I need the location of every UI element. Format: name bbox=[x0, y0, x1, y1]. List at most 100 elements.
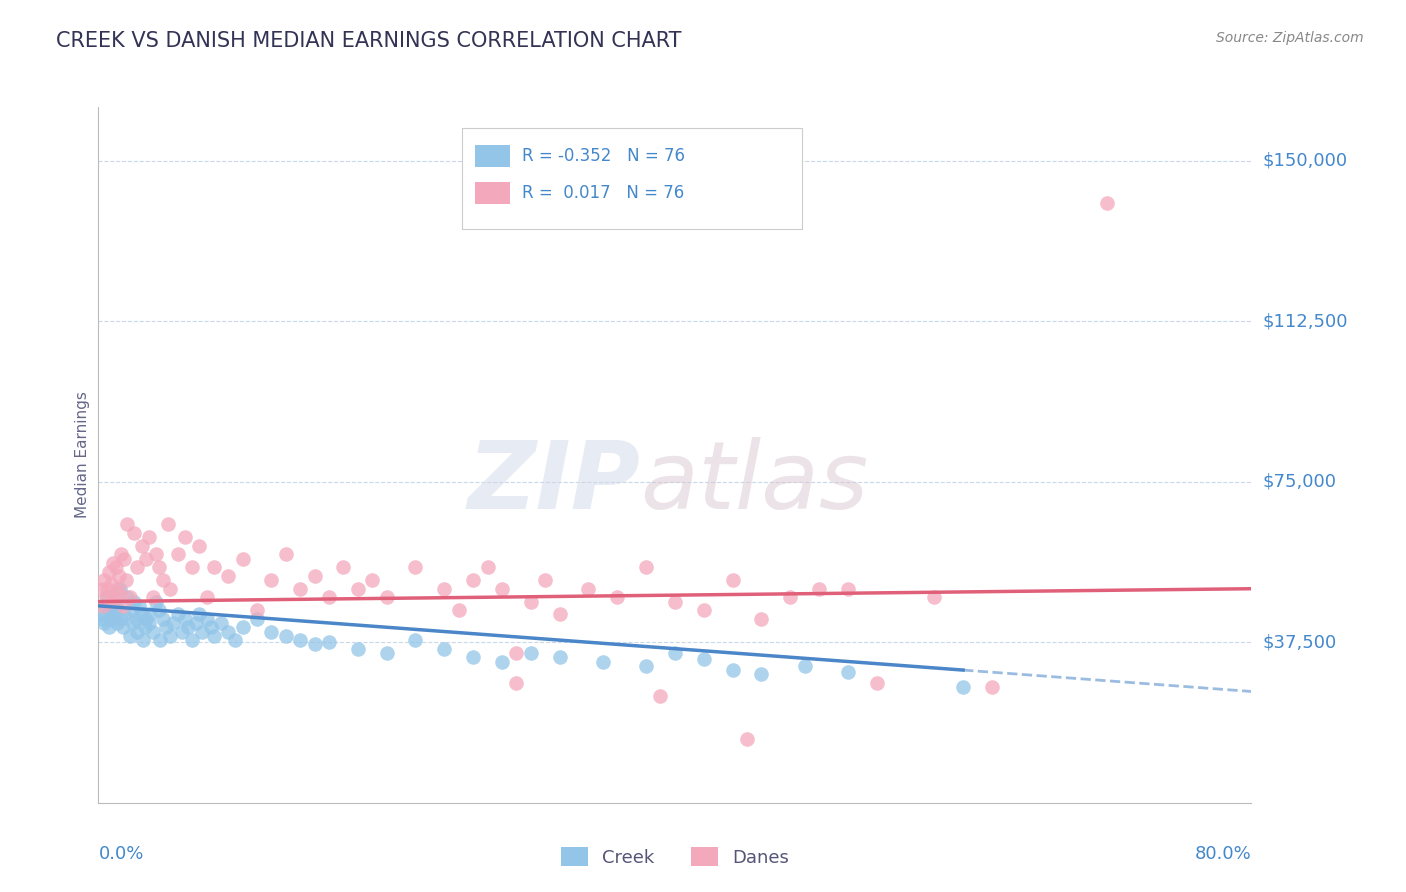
Point bbox=[520, 646, 543, 660]
Point bbox=[202, 629, 225, 643]
Point bbox=[122, 615, 145, 630]
Point bbox=[93, 615, 115, 630]
Point bbox=[142, 591, 165, 605]
Point bbox=[105, 615, 128, 630]
FancyBboxPatch shape bbox=[461, 128, 801, 229]
Text: atlas: atlas bbox=[640, 437, 869, 528]
Bar bbox=[475, 182, 510, 204]
Point bbox=[142, 624, 165, 639]
Point bbox=[433, 582, 456, 596]
Point bbox=[156, 517, 179, 532]
Point bbox=[155, 620, 177, 634]
Point bbox=[148, 603, 170, 617]
Point bbox=[152, 612, 174, 626]
Point bbox=[94, 599, 117, 613]
Point bbox=[112, 551, 135, 566]
Point bbox=[318, 591, 340, 605]
Point bbox=[124, 526, 146, 541]
Point bbox=[217, 624, 239, 639]
Point bbox=[202, 560, 225, 574]
Point bbox=[433, 641, 456, 656]
Point bbox=[636, 658, 658, 673]
Point bbox=[132, 633, 155, 648]
Point bbox=[188, 607, 211, 622]
Point bbox=[148, 560, 170, 574]
Point bbox=[505, 676, 527, 690]
Point bbox=[807, 582, 830, 596]
Point bbox=[491, 582, 513, 596]
Point bbox=[534, 573, 557, 587]
Point bbox=[491, 655, 513, 669]
Text: 80.0%: 80.0% bbox=[1195, 845, 1251, 863]
Point bbox=[290, 582, 312, 596]
Point bbox=[981, 680, 1004, 694]
Point bbox=[110, 612, 132, 626]
Point bbox=[721, 663, 744, 677]
Point bbox=[751, 667, 773, 681]
Point bbox=[260, 624, 283, 639]
Point bbox=[91, 612, 114, 626]
Point bbox=[138, 530, 160, 544]
Point bbox=[200, 620, 222, 634]
Point bbox=[346, 641, 368, 656]
Point bbox=[181, 560, 204, 574]
Point bbox=[260, 573, 283, 587]
Point bbox=[100, 577, 122, 591]
Point bbox=[101, 556, 124, 570]
Point bbox=[332, 560, 354, 574]
Point bbox=[94, 591, 117, 605]
Point bbox=[170, 624, 193, 639]
Point bbox=[405, 560, 427, 574]
Point bbox=[636, 560, 658, 574]
Point bbox=[131, 539, 153, 553]
Point bbox=[98, 594, 121, 608]
Point bbox=[751, 612, 773, 626]
Point bbox=[145, 594, 167, 608]
Point bbox=[231, 551, 254, 566]
Point bbox=[152, 573, 174, 587]
Point bbox=[461, 573, 484, 587]
Point bbox=[96, 591, 118, 605]
Point bbox=[93, 573, 115, 587]
Text: $150,000: $150,000 bbox=[1263, 152, 1347, 169]
Point bbox=[104, 560, 127, 574]
Point bbox=[274, 548, 297, 562]
Point bbox=[922, 591, 945, 605]
Point bbox=[166, 607, 188, 622]
Point bbox=[131, 607, 153, 622]
Point bbox=[100, 612, 122, 626]
Point bbox=[90, 582, 112, 596]
Point bbox=[952, 680, 974, 694]
Point bbox=[114, 573, 136, 587]
Point bbox=[159, 582, 181, 596]
Point bbox=[447, 603, 470, 617]
Point bbox=[290, 633, 312, 648]
Point bbox=[103, 591, 125, 605]
Point bbox=[117, 517, 138, 532]
Point bbox=[217, 569, 239, 583]
Point bbox=[405, 633, 427, 648]
Point bbox=[195, 591, 218, 605]
Point bbox=[108, 582, 131, 596]
Point bbox=[174, 612, 197, 626]
Point bbox=[461, 650, 484, 665]
Point bbox=[375, 646, 398, 660]
Point bbox=[181, 633, 204, 648]
Point bbox=[375, 591, 398, 605]
Point bbox=[735, 731, 758, 746]
Point bbox=[125, 612, 148, 626]
Point bbox=[138, 615, 160, 630]
Point bbox=[111, 599, 134, 613]
Point bbox=[721, 573, 744, 587]
Text: ZIP: ZIP bbox=[467, 437, 640, 529]
Point bbox=[693, 652, 716, 666]
Point bbox=[104, 599, 127, 613]
Point bbox=[318, 635, 340, 649]
Point bbox=[98, 603, 121, 617]
Point bbox=[111, 620, 134, 634]
Point bbox=[477, 560, 499, 574]
Point bbox=[96, 582, 118, 596]
Point bbox=[134, 620, 156, 634]
Point bbox=[866, 676, 889, 690]
Point bbox=[304, 569, 326, 583]
